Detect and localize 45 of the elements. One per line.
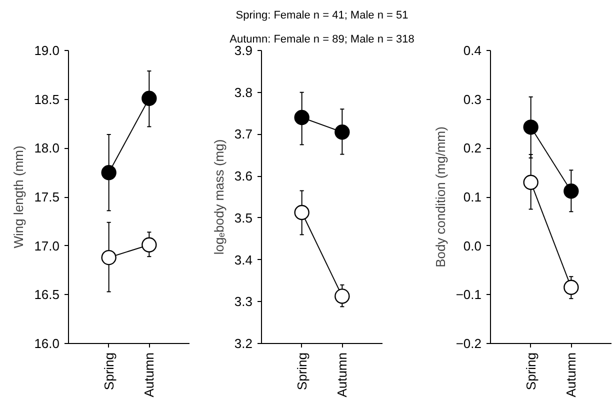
y-tick-label: 3.7	[234, 126, 253, 142]
point	[101, 164, 116, 180]
x-tick-label: Spring	[294, 352, 310, 390]
y-tick-label: 3.5	[234, 210, 253, 226]
point	[523, 120, 538, 135]
y-tick-label: 19.0	[34, 43, 60, 58]
point	[564, 280, 579, 295]
y-tick-label: 3.3	[234, 294, 253, 310]
y-tick-label: 0.0	[463, 238, 482, 254]
chart-title: Spring: Female n = 41; Male n = 51	[236, 10, 408, 22]
y-tick-label: 0.2	[463, 140, 482, 156]
point	[334, 288, 350, 304]
x-tick-label: Autumn	[334, 352, 350, 398]
y-tick-label: −0.1	[456, 287, 482, 302]
y-tick-label: 0.4	[463, 43, 482, 58]
y-axis-title: logₑbody mass (mg)	[211, 139, 226, 255]
y-tick-label: 3.9	[234, 43, 253, 58]
y-tick-label: 17.5	[34, 190, 60, 204]
y-tick-label: 16.0	[34, 336, 60, 351]
y-tick-label: 3.4	[234, 252, 253, 268]
y-tick-label: 0.3	[463, 92, 482, 107]
y-tick-label: −0.2	[456, 336, 482, 351]
x-tick-label: Spring	[101, 352, 116, 390]
point	[142, 237, 157, 252]
y-axis-title: Body condition (mg/mm)	[432, 126, 448, 268]
x-tick-label: Autumn	[564, 352, 579, 398]
point	[294, 110, 310, 126]
y-tick-label: 18.5	[34, 92, 60, 107]
y-tick-label: 0.1	[463, 190, 482, 204]
y-tick-label: 16.5	[34, 287, 60, 302]
y-axis-title: Wing length (mm)	[11, 146, 26, 248]
x-tick-label: Autumn	[142, 352, 157, 398]
y-tick-label: 17.0	[34, 238, 60, 254]
chart-subtitle: Autumn: Female n = 89; Male n = 318	[230, 34, 414, 46]
point	[564, 184, 579, 199]
y-tick-label: 3.6	[234, 168, 253, 184]
point	[101, 250, 116, 266]
y-tick-label: 3.2	[234, 336, 253, 351]
point	[523, 174, 538, 190]
point	[294, 204, 310, 220]
x-tick-label: Spring	[523, 352, 538, 390]
point	[142, 90, 157, 106]
point	[334, 124, 350, 140]
y-tick-label: 3.8	[234, 84, 253, 100]
y-tick-label: 18.0	[34, 140, 60, 156]
